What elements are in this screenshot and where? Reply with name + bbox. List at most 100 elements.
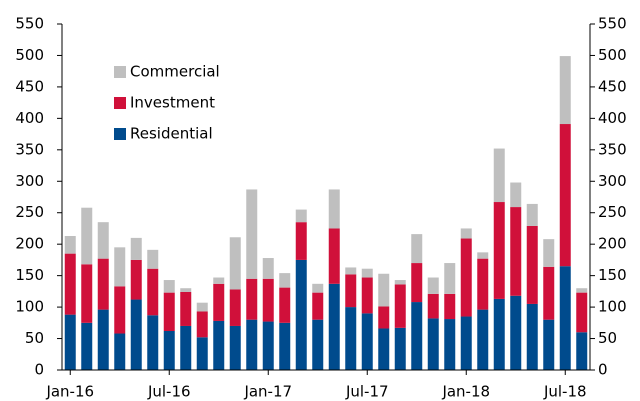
bar-segment — [460, 316, 472, 370]
bar-segment — [81, 322, 93, 370]
bar-segment — [411, 234, 423, 264]
bar-segment — [180, 291, 192, 326]
legend-swatch — [114, 97, 126, 109]
bar-segment — [229, 289, 241, 326]
bar-segment — [378, 306, 390, 329]
bar-segment — [328, 228, 340, 284]
bar-segment — [279, 273, 291, 288]
legend-swatch — [114, 128, 126, 140]
bar-segment — [493, 148, 505, 203]
y2-tick-label: 150 — [598, 266, 627, 284]
bar-segment — [411, 263, 423, 303]
bar-segment — [543, 266, 555, 320]
bar-segment — [147, 268, 159, 316]
bar-segment — [477, 309, 489, 370]
bar-segment — [64, 253, 76, 315]
bar-segment — [493, 298, 505, 370]
bar-segment — [444, 319, 456, 370]
bar-segment — [262, 278, 274, 322]
bar-segment — [460, 238, 472, 317]
bar-segment — [130, 299, 142, 370]
x-tick-label: Jan-16 — [45, 383, 94, 401]
bar-segment — [97, 258, 109, 310]
bar-segment — [196, 311, 208, 338]
bar-segment — [312, 283, 324, 293]
y-tick-label: 200 — [15, 235, 44, 253]
bar-segment — [411, 302, 423, 370]
y2-tick-label: 100 — [598, 298, 627, 316]
bar-segment — [262, 321, 274, 370]
bar-segment — [477, 252, 489, 259]
bar-segment — [378, 273, 390, 307]
y-tick-label: 0 — [34, 361, 44, 379]
x-tick-label: Jan-17 — [243, 383, 292, 401]
bar-segment — [345, 307, 357, 370]
bar-segment — [444, 293, 456, 320]
bar-segment — [246, 278, 258, 320]
bar-segment — [427, 277, 439, 294]
bar-segment — [427, 293, 439, 319]
bar-segment — [328, 189, 340, 229]
bar-segment — [510, 182, 522, 208]
bar-segment — [213, 320, 225, 370]
legend-label: Investment — [130, 94, 215, 112]
y-tick-label: 250 — [15, 203, 44, 221]
bar-segment — [361, 277, 373, 314]
bar-segment — [163, 280, 175, 293]
y2-tick-label: 400 — [598, 109, 627, 127]
y2-tick-label: 0 — [598, 361, 608, 379]
bar-segment — [559, 56, 571, 125]
bar-segment — [526, 225, 538, 304]
bar-segment — [345, 274, 357, 308]
y-tick-label: 500 — [15, 46, 44, 64]
y2-tick-label: 450 — [598, 77, 627, 95]
bar-segment — [114, 333, 126, 370]
bar-segment — [262, 258, 274, 279]
bar-segment — [196, 337, 208, 370]
y2-tick-label: 500 — [598, 46, 627, 64]
bar-segment — [246, 189, 258, 279]
bar-segment — [229, 237, 241, 290]
y-tick-label: 350 — [15, 140, 44, 158]
legend-label: Residential — [130, 125, 213, 143]
bar-segment — [114, 247, 126, 287]
bar-segment — [378, 328, 390, 370]
bar-segment — [64, 236, 76, 254]
y2-tick-label: 250 — [598, 203, 627, 221]
y2-tick-label: 300 — [598, 172, 627, 190]
bar-segment — [510, 295, 522, 370]
bar-segment — [130, 237, 142, 260]
bar-segment — [576, 288, 588, 293]
x-tick-label: Jul-16 — [147, 383, 191, 401]
bar-segment — [295, 209, 307, 223]
bar-segment — [246, 319, 258, 370]
bar-segment — [394, 280, 406, 285]
y-tick-label: 300 — [15, 172, 44, 190]
y2-tick-label: 350 — [598, 140, 627, 158]
bar-segment — [81, 264, 93, 323]
bar-segment — [97, 309, 109, 370]
bar-segment — [361, 313, 373, 370]
bar-segment — [312, 292, 324, 320]
bar-segment — [543, 239, 555, 267]
bar-segment — [526, 203, 538, 226]
bar-segment — [64, 314, 76, 370]
y-tick-label: 400 — [15, 109, 44, 127]
bar-segment — [543, 319, 555, 370]
bar-segment — [147, 315, 159, 370]
bar-segment — [180, 288, 192, 292]
bar-segment — [427, 318, 439, 370]
bar-segment — [444, 263, 456, 294]
bar-segment — [328, 283, 340, 370]
y-tick-label: 550 — [15, 15, 44, 33]
legend-swatch — [114, 66, 126, 78]
bar-segment — [361, 268, 373, 278]
y2-tick-label: 550 — [598, 15, 627, 33]
y2-tick-label: 50 — [598, 329, 617, 347]
bar-segment — [526, 303, 538, 370]
bar-segment — [213, 283, 225, 321]
y-tick-label: 100 — [15, 298, 44, 316]
bar-segment — [312, 319, 324, 370]
bar-segment — [279, 287, 291, 323]
bar-segment — [279, 322, 291, 370]
